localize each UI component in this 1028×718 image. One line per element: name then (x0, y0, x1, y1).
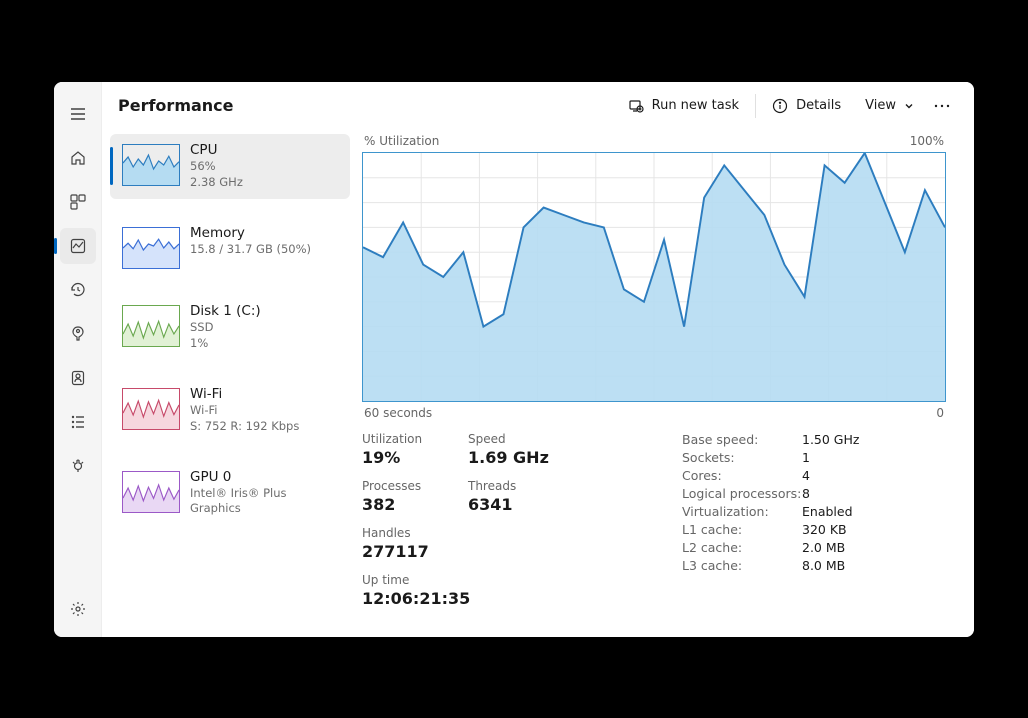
settings-icon[interactable] (60, 591, 96, 627)
stat-threads: Threads 6341 (468, 479, 546, 514)
mini-chart-disk (122, 305, 180, 347)
details-label: Details (796, 98, 841, 113)
sidebar-item-memory[interactable]: Memory15.8 / 31.7 GB (50%) (110, 217, 350, 277)
spec-row: Cores:4 (682, 468, 859, 483)
detail-pane: % Utilization 100% 60 seconds 0 Utilizat… (358, 130, 974, 637)
spec-row: Sockets:1 (682, 450, 859, 465)
sidebar-item-cpu[interactable]: CPU56%2.38 GHz (110, 134, 350, 199)
startup-icon[interactable] (60, 316, 96, 352)
toolbar-separator (755, 94, 756, 118)
sidebar-item-disk[interactable]: Disk 1 (C:)SSD1% (110, 295, 350, 360)
stat-handles: Handles 277117 (362, 526, 440, 561)
mini-chart-memory (122, 227, 180, 269)
sidebar-title: Memory (190, 225, 311, 241)
sidebar-title: CPU (190, 142, 243, 158)
sidebar-item-wifi[interactable]: Wi-FiWi-FiS: 752 R: 192 Kbps (110, 378, 350, 443)
more-button[interactable] (926, 98, 958, 114)
run-task-label: Run new task (652, 98, 739, 113)
live-stats: Utilization 19% Speed 1.69 GHz Processes… (362, 432, 642, 620)
cpu-spec-table: Base speed:1.50 GHz Sockets:1 Cores:4 Logic… (682, 432, 859, 620)
sidebar-title: GPU 0 (190, 469, 338, 485)
chart-header: % Utilization 100% (362, 134, 946, 148)
chart-y-label: % Utilization (364, 134, 439, 148)
view-button[interactable]: View (853, 92, 926, 119)
processes-icon[interactable] (60, 184, 96, 220)
stat-uptime: Up time 12:06:21:35 (362, 573, 614, 608)
sidebar-sub: Intel® Iris® Plus Graphics (190, 486, 338, 517)
sidebar-sub: S: 752 R: 192 Kbps (190, 419, 299, 435)
spec-row: Logical processors:8 (682, 486, 859, 501)
title-bar: Performance Run new task Details View (102, 82, 974, 130)
page-title: Performance (118, 96, 234, 115)
performance-icon[interactable] (60, 228, 96, 264)
mini-chart-gpu (122, 471, 180, 513)
stat-speed: Speed 1.69 GHz (468, 432, 549, 467)
stats-area: Utilization 19% Speed 1.69 GHz Processes… (362, 432, 946, 620)
view-label: View (865, 98, 896, 113)
spec-row: L2 cache:2.0 MB (682, 540, 859, 555)
cpu-utilization-chart (362, 152, 946, 402)
main-area: Performance Run new task Details View CP… (102, 82, 974, 637)
sidebar-sub: 2.38 GHz (190, 175, 243, 191)
details-button[interactable]: Details (760, 92, 853, 120)
menu-icon[interactable] (60, 96, 96, 132)
chart-x-left: 60 seconds (364, 406, 432, 420)
run-task-icon (628, 98, 644, 114)
stat-utilization: Utilization 19% (362, 432, 440, 467)
mini-chart-cpu (122, 144, 180, 186)
sidebar-item-gpu[interactable]: GPU 0Intel® Iris® Plus Graphics (110, 461, 350, 525)
services-icon[interactable] (60, 448, 96, 484)
nav-rail (54, 82, 102, 637)
spec-row: L3 cache:8.0 MB (682, 558, 859, 573)
resource-sidebar: CPU56%2.38 GHz Memory15.8 / 31.7 GB (50%)… (102, 130, 358, 637)
history-icon[interactable] (60, 272, 96, 308)
details-icon[interactable] (60, 404, 96, 440)
chevron-down-icon (904, 101, 914, 111)
chart-x-right: 0 (936, 406, 944, 420)
task-manager-window: Performance Run new task Details View CP… (54, 82, 974, 637)
spec-row: Base speed:1.50 GHz (682, 432, 859, 447)
sidebar-sub: SSD (190, 320, 261, 336)
home-icon[interactable] (60, 140, 96, 176)
sidebar-sub: 56% (190, 159, 243, 175)
run-new-task-button[interactable]: Run new task (616, 92, 751, 120)
sidebar-title: Disk 1 (C:) (190, 303, 261, 319)
spec-row: L1 cache:320 KB (682, 522, 859, 537)
info-icon (772, 98, 788, 114)
chart-y-max: 100% (910, 134, 944, 148)
content-area: CPU56%2.38 GHz Memory15.8 / 31.7 GB (50%)… (102, 130, 974, 637)
sidebar-sub: 1% (190, 336, 261, 352)
mini-chart-wifi (122, 388, 180, 430)
more-icon (934, 104, 950, 108)
stat-processes: Processes 382 (362, 479, 440, 514)
chart-footer: 60 seconds 0 (362, 406, 946, 420)
spec-row: Virtualization:Enabled (682, 504, 859, 519)
sidebar-sub: Wi-Fi (190, 403, 299, 419)
sidebar-title: Wi-Fi (190, 386, 299, 402)
sidebar-sub: 15.8 / 31.7 GB (50%) (190, 242, 311, 258)
users-icon[interactable] (60, 360, 96, 396)
